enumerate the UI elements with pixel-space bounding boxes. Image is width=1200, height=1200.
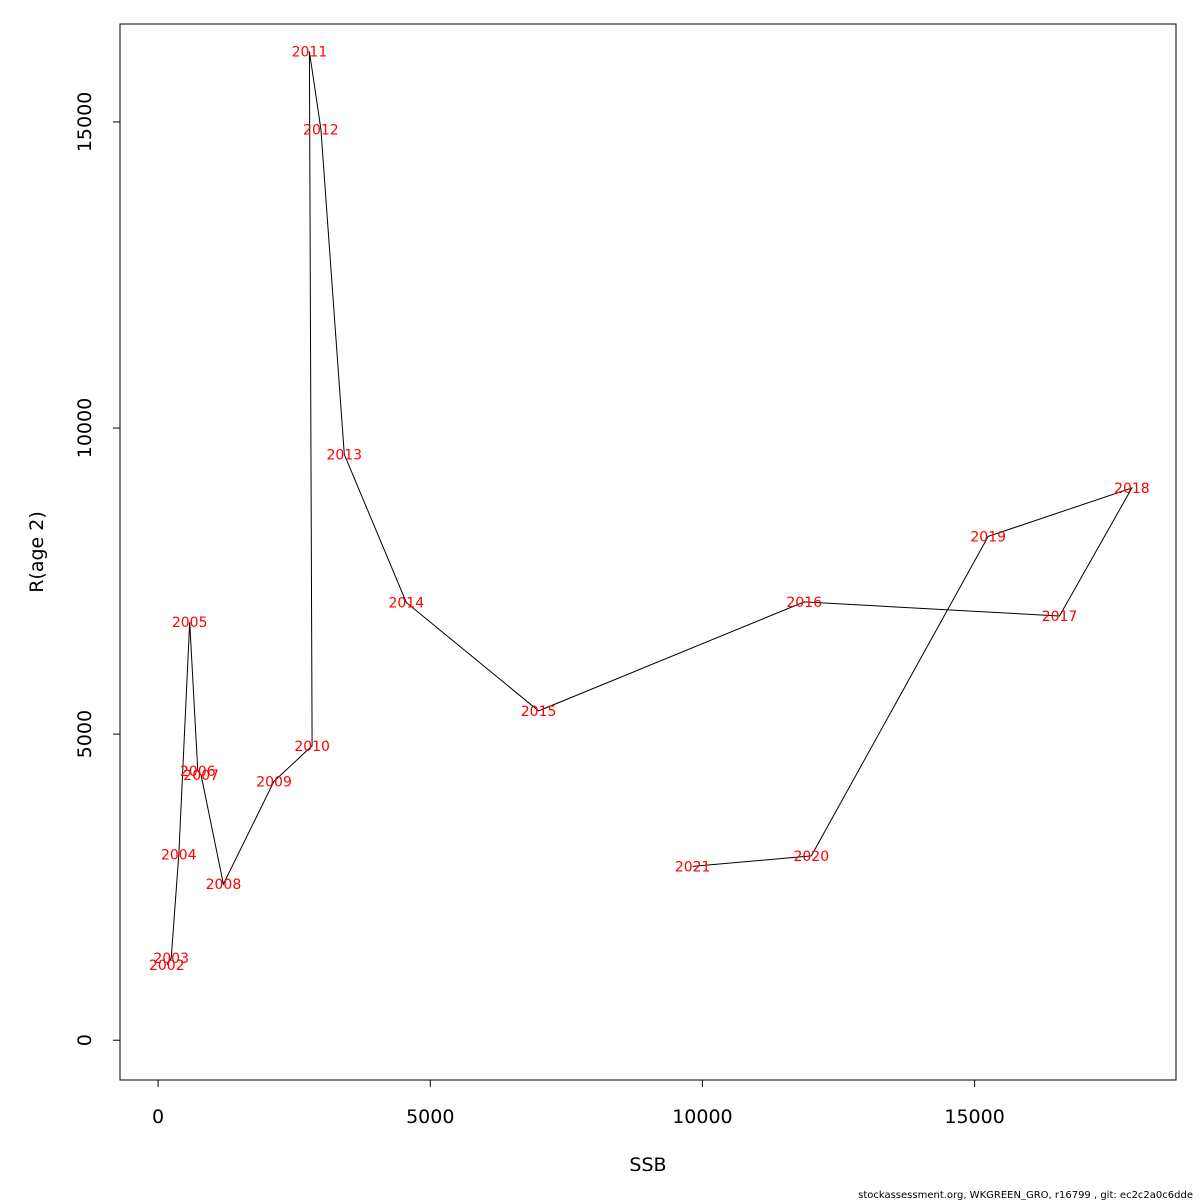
point-labels: 2002200320042005200620072008200920102011… [149, 45, 1150, 974]
point-label-2014: 2014 [388, 596, 424, 612]
x-tick-label: 15000 [944, 1106, 1004, 1128]
y-axis: 0 5000 10000 15000 [74, 92, 121, 1046]
point-label-2009: 2009 [256, 774, 292, 790]
point-label-2010: 2010 [294, 739, 330, 755]
point-label-2005: 2005 [172, 615, 208, 631]
point-label-2013: 2013 [326, 447, 362, 463]
point-label-2015: 2015 [521, 704, 557, 720]
y-tick-label: 10000 [74, 398, 96, 458]
point-label-2007: 2007 [183, 768, 219, 784]
x-tick-label: 5000 [406, 1106, 454, 1128]
plot-frame [119, 23, 1177, 1081]
y-tick-label: 15000 [74, 92, 96, 152]
series-line [166, 51, 1133, 966]
point-label-2006: 2006 [180, 764, 216, 780]
x-tick-label: 0 [152, 1106, 164, 1128]
point-label-2021: 2021 [675, 859, 711, 875]
x-axis-title: SSB [629, 1154, 666, 1176]
point-label-2002: 2002 [149, 958, 185, 974]
point-label-2004: 2004 [161, 848, 197, 864]
point-label-2018: 2018 [1114, 481, 1150, 497]
point-label-2003: 2003 [153, 951, 189, 967]
point-label-2008: 2008 [206, 877, 242, 893]
x-axis: 0 5000 10000 15000 [152, 1079, 1005, 1128]
sr-path-line [166, 51, 1133, 966]
point-label-2012: 2012 [303, 122, 339, 138]
x-tick-label: 10000 [672, 1106, 732, 1128]
y-tick-label: 0 [74, 1034, 96, 1046]
point-label-2020: 2020 [793, 849, 829, 865]
point-label-2016: 2016 [786, 595, 822, 611]
y-tick-label: 5000 [74, 710, 96, 758]
point-label-2017: 2017 [1042, 609, 1078, 625]
point-label-2011: 2011 [292, 45, 328, 61]
y-axis-title: R(age 2) [26, 511, 48, 593]
point-label-2019: 2019 [970, 529, 1006, 545]
footer-credit: stockassessment.org, WKGREEN_GRO, r16799… [858, 1190, 1193, 1200]
